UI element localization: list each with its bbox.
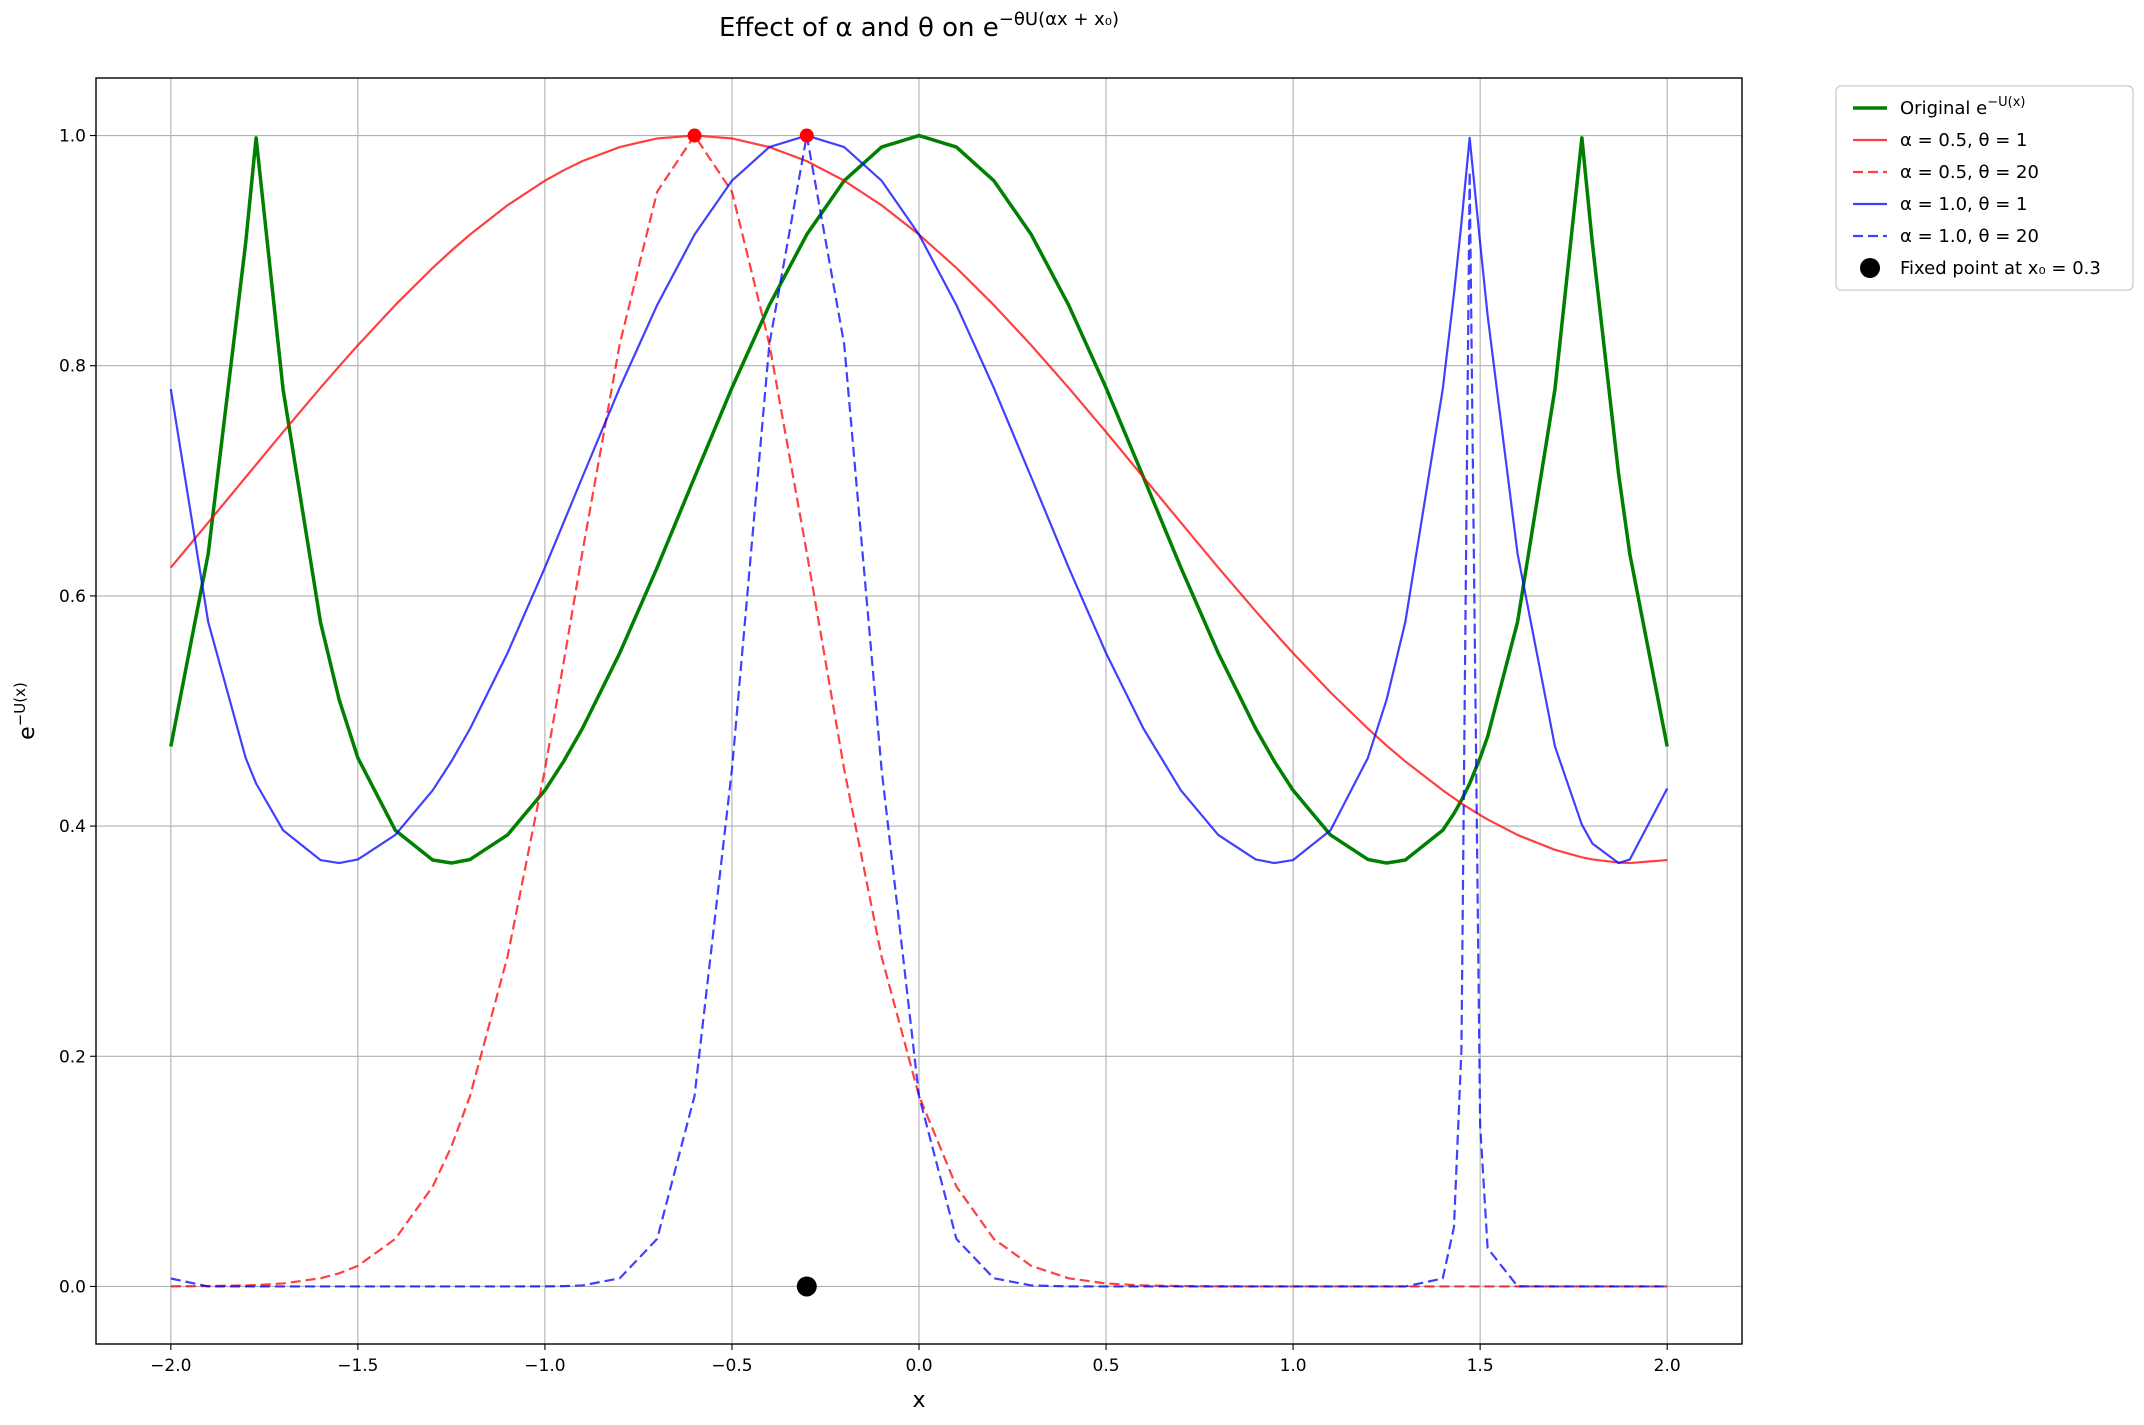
legend-label: Fixed point at x₀ = 0.3 (1900, 258, 2101, 279)
data-line (169, 134, 1668, 865)
x-tick-label: −1.0 (524, 1356, 565, 1376)
grid: −2.0 −1.5 −1.0 −0.5 0.0 0.5 1.0 1.5 2.0 0.0 0.2 0.4… (59, 78, 1742, 1376)
data-line (169, 133, 1669, 865)
legend: Original e−U(x) α = 0.5, θ = 1 α = 0.5, θ … (1835, 85, 2134, 291)
x-tick-label: −2.0 (150, 1356, 191, 1376)
y-tick-label: 0.6 (59, 587, 86, 607)
legend-label: Original e−U(x) (1900, 95, 2025, 119)
data-line (169, 134, 1669, 865)
data-line (170, 134, 1668, 1288)
legend-label-text: α = 0.5, θ = 20 (1900, 162, 2039, 183)
peak-marker (799, 128, 814, 143)
x-tick-label: 2.0 (1654, 1356, 1681, 1376)
y-tick-label: 0.2 (59, 1047, 86, 1067)
x-axis-label: x (912, 1388, 925, 1413)
chart-title-superscript: −θU(αx + x₀) (999, 9, 1119, 30)
x-tick-label: −0.5 (711, 1356, 752, 1376)
legend-swatch (1860, 258, 1880, 278)
y-tick-label: 0.0 (59, 1277, 86, 1297)
fixed-point (796, 1276, 817, 1297)
data-line (170, 134, 1668, 1288)
peak-marker (687, 128, 702, 143)
legend-label-superscript: −U(x) (1987, 95, 2025, 110)
chart-title-text: Effect of α and θ on e (719, 13, 999, 43)
y-axis-label-text: e (15, 726, 40, 740)
legend-label-text: α = 0.5, θ = 1 (1900, 130, 2027, 151)
y-axis-label: e−U(x) (11, 682, 40, 740)
x-tick-label: 0.5 (1093, 1356, 1120, 1376)
y-axis-label-superscript: −U(x) (11, 682, 29, 726)
legend-label-text: α = 1.0, θ = 1 (1900, 194, 2027, 215)
x-tick-label: 1.0 (1280, 1356, 1307, 1376)
y-tick-label: 1.0 (59, 127, 86, 147)
x-tick-label: 1.5 (1467, 1356, 1494, 1376)
legend-label: α = 1.0, θ = 20 (1900, 226, 2039, 247)
chart-title: Effect of α and θ on e−θU(αx + x₀) (719, 9, 1119, 43)
legend-frame (1835, 85, 2134, 291)
y-tick-label: 0.4 (59, 817, 86, 837)
legend-label: α = 0.5, θ = 20 (1900, 162, 2039, 183)
x-tick-label: −1.5 (337, 1356, 378, 1376)
legend-label: α = 1.0, θ = 1 (1900, 194, 2027, 215)
legend-label-text: α = 1.0, θ = 20 (1900, 226, 2039, 247)
plot-area (169, 128, 1669, 1297)
axes-frame (95, 77, 1743, 1345)
y-tick-label: 0.8 (59, 357, 86, 377)
legend-label-text: Original e (1900, 98, 1987, 119)
x-tick-label: 0.0 (905, 1356, 932, 1376)
legend-label: α = 0.5, θ = 1 (1900, 130, 2027, 151)
